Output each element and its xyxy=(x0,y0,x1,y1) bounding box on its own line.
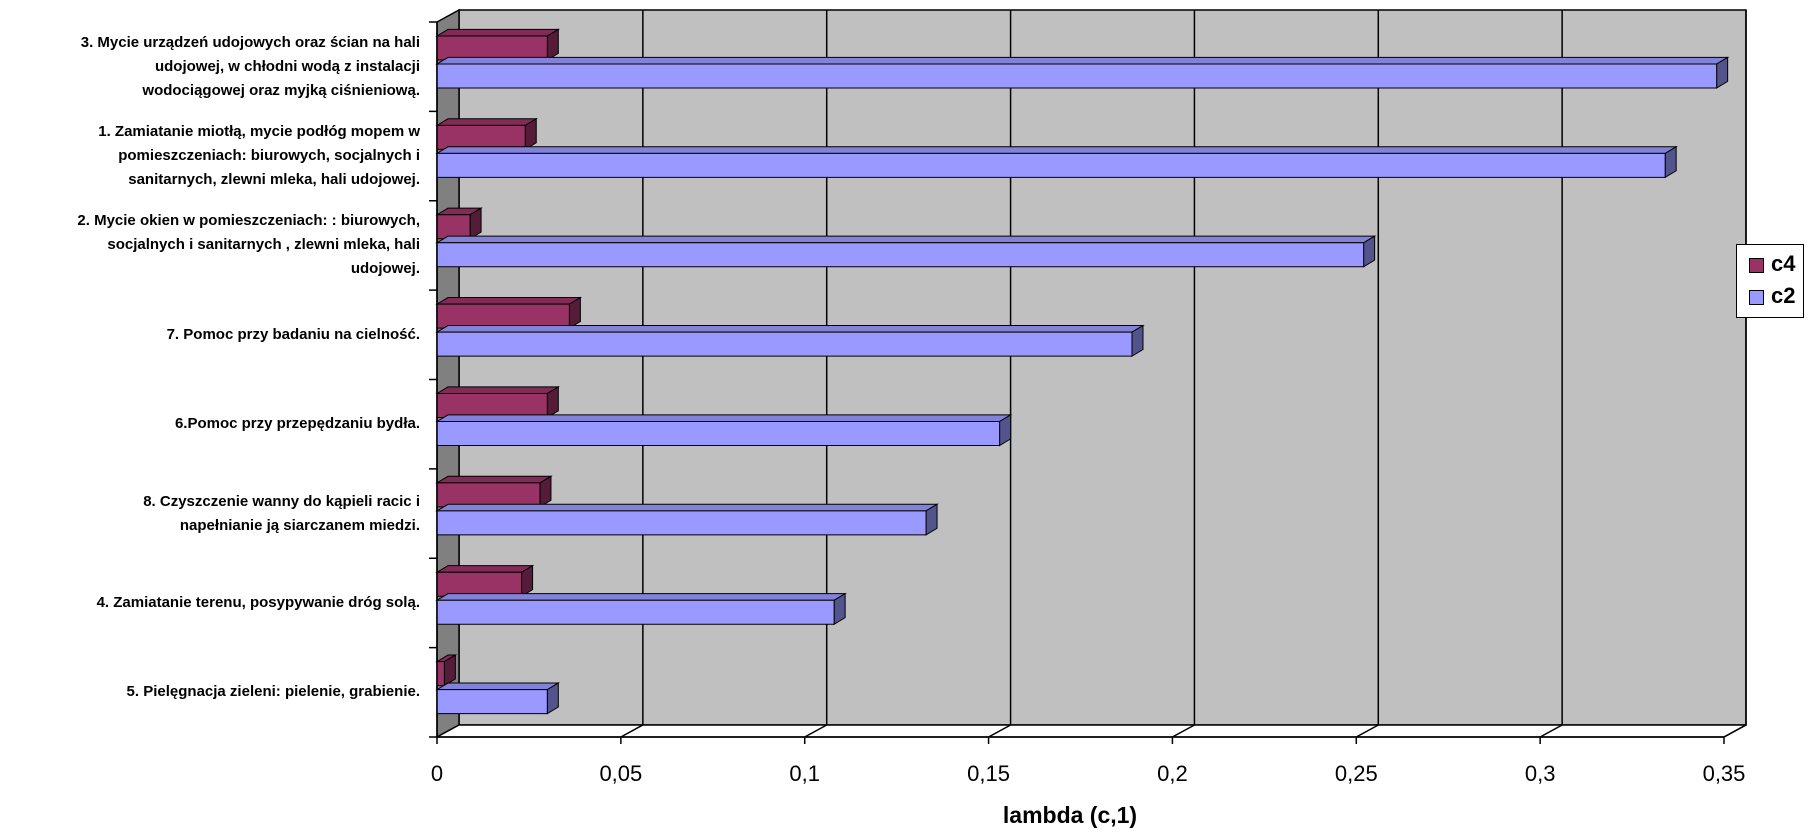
x-tick-label: 0 xyxy=(431,761,443,786)
bar-c4 xyxy=(435,654,458,687)
y-category-label-line: napełnianie ją siarczanem miedzi. xyxy=(179,517,420,534)
y-category-label-line: pomieszczeniach: biurowych, socjalnych i xyxy=(118,147,420,164)
bar-c2 xyxy=(435,592,847,626)
y-category-label-line: 5. Pielęgnacja zieleni: pielenie, grabie… xyxy=(126,683,420,700)
y-category-label-line: socjalnych i sanitarnych , zlewni mleka,… xyxy=(107,236,420,253)
bar-c4 xyxy=(435,475,553,508)
x-tick-label: 0,1 xyxy=(789,761,820,786)
legend-label-c2: c2 xyxy=(1771,283,1796,308)
bar-c2 xyxy=(435,145,1678,179)
legend-item-c4: c4 xyxy=(1749,250,1805,280)
x-axis-title: lambda (c,1) xyxy=(1002,802,1138,828)
y-category-label-line: udojowej. xyxy=(350,260,420,277)
legend: c4 c2 xyxy=(1736,244,1804,318)
y-category-label-line: 4. Zamiatanie terenu, posypywanie dróg s… xyxy=(96,594,420,611)
bar-c4 xyxy=(435,117,539,151)
y-category-label-line: sanitarnych, zlewni mleka, hali udojowej… xyxy=(128,171,420,188)
x-tick-label: 0,15 xyxy=(967,761,1010,786)
y-category-label: 3. Mycie urządzeń udojowych oraz ścian n… xyxy=(0,31,420,103)
legend-label-c4: c4 xyxy=(1771,251,1796,276)
y-category-label: 6.Pomoc przy przepędzaniu bydła. xyxy=(0,412,420,436)
legend-swatch-c2 xyxy=(1749,290,1764,305)
y-category-label-line: 7. Pomoc przy badaniu na cielność. xyxy=(166,326,420,343)
x-tick-label: 0,35 xyxy=(1703,761,1746,786)
bar-c2 xyxy=(435,682,561,715)
y-category-label-line: 1. Zamiatanie miotłą, mycie podłóg mopem… xyxy=(98,123,420,140)
y-category-label-line: udojowej, w chłodni wodą z instalacji xyxy=(154,58,420,75)
y-category-label-line: wodociągowej oraz myjką ciśnieniową. xyxy=(142,82,420,99)
y-category-label: 5. Pielęgnacja zieleni: pielenie, grabie… xyxy=(0,680,420,704)
bar-c2 xyxy=(435,503,939,536)
bar-c4 xyxy=(435,564,535,598)
bar-c2 xyxy=(435,235,1377,268)
bar-c4 xyxy=(435,386,561,419)
y-category-label-line: 6.Pomoc przy przepędzaniu bydła. xyxy=(174,415,420,432)
x-tick-label: 0,3 xyxy=(1525,761,1556,786)
y-category-label: 7. Pomoc przy badaniu na cielność. xyxy=(0,323,420,347)
y-category-label: 1. Zamiatanie miotłą, mycie podłóg mopem… xyxy=(0,120,420,192)
plot-area xyxy=(436,8,1747,739)
floor-gridline xyxy=(988,724,1011,738)
bar-c2 xyxy=(435,56,1730,89)
y-category-label: 8. Czyszczenie wanny do kąpieli racic i n… xyxy=(0,490,420,538)
y-category-label-line: 8. Czyszczenie wanny do kąpieli racic i xyxy=(143,493,420,510)
floor-gridline xyxy=(1355,724,1379,738)
floor-gridline xyxy=(804,724,828,738)
bar-c4 xyxy=(435,296,583,330)
floor-gridline xyxy=(1539,724,1563,738)
bar-c2 xyxy=(435,414,1013,447)
y-category-label-line: 2. Mycie okien w pomieszczeniach: : biur… xyxy=(77,212,420,229)
bar-c2 xyxy=(435,324,1145,358)
x-tick-label: 0,25 xyxy=(1335,761,1378,786)
y-category-label: 4. Zamiatanie terenu, posypywanie dróg s… xyxy=(0,591,420,615)
y-category-label-line: 3. Mycie urządzeń udojowych oraz ścian n… xyxy=(80,34,420,51)
floor-gridline xyxy=(1723,724,1747,738)
floor-gridline xyxy=(1172,724,1195,738)
legend-swatch-c4 xyxy=(1749,258,1764,273)
x-tick-label: 0,2 xyxy=(1157,761,1188,786)
legend-item-c2: c2 xyxy=(1749,282,1805,312)
x-axis: 0 0,05 0,1 0,15 0,2 0,25 0,3 0,35 xyxy=(429,21,1746,786)
floor-gridline xyxy=(620,724,644,738)
bar-c4 xyxy=(435,28,561,61)
bar-c4 xyxy=(435,207,483,240)
x-tick-label: 0,05 xyxy=(599,761,642,786)
y-category-label: 2. Mycie okien w pomieszczeniach: : biur… xyxy=(0,209,420,281)
